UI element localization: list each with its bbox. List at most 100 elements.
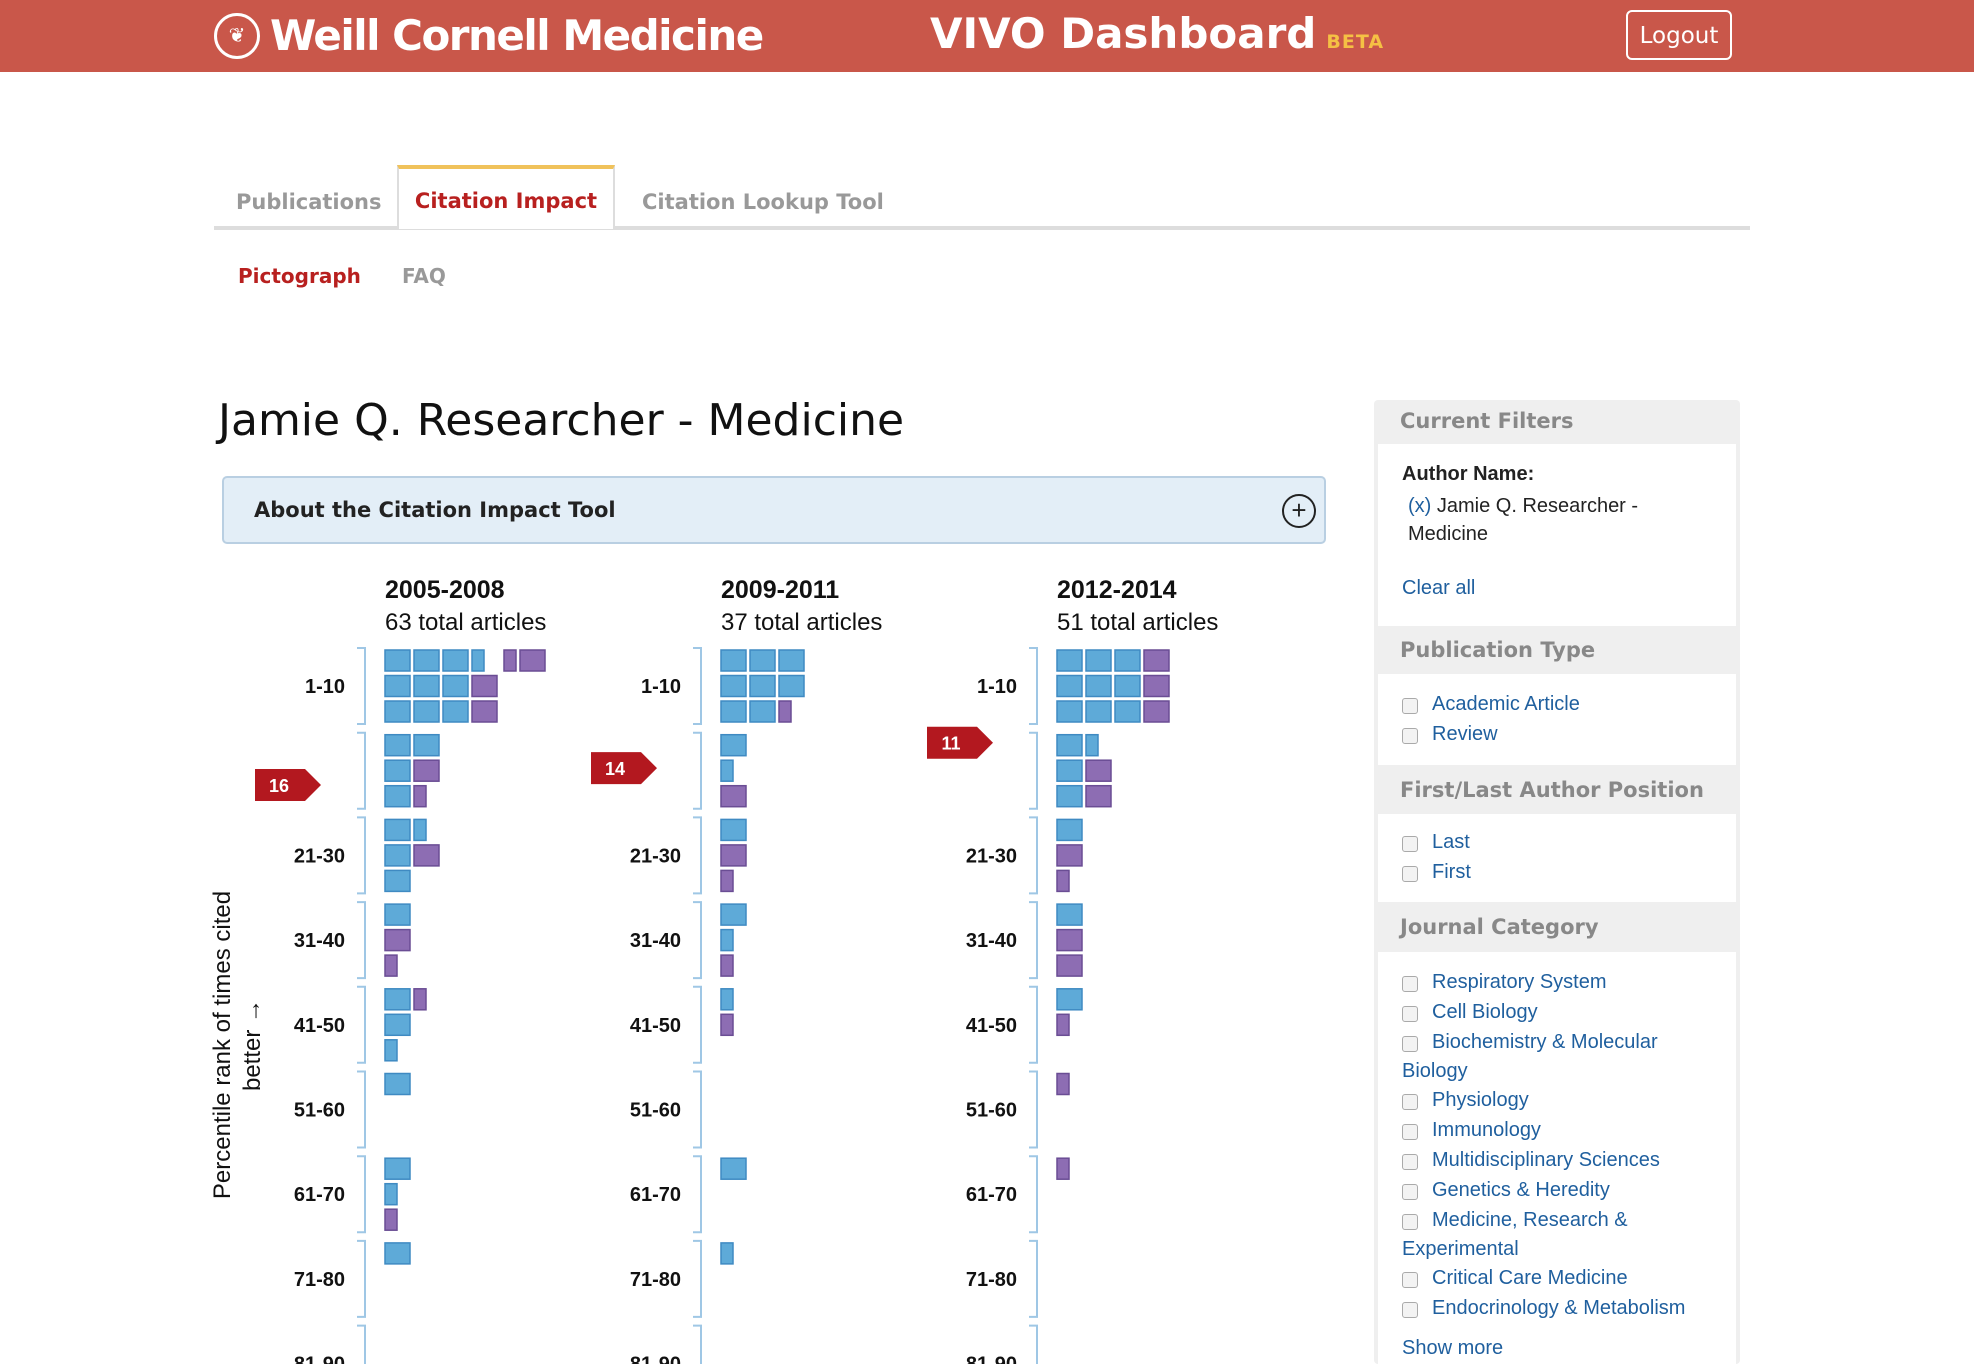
purple-partial-square: [384, 954, 398, 977]
bin-bracket: [1029, 1155, 1038, 1234]
percentile-marker: [927, 726, 993, 759]
checkbox-last[interactable]: [1402, 836, 1418, 852]
bin-bracket: [693, 816, 702, 895]
bin-bracket: [1029, 985, 1038, 1064]
blue-article-square: [1056, 784, 1083, 808]
bin-bracket: [357, 647, 366, 725]
option-journal-category[interactable]: Biochemistry & Molecular Biology: [1402, 1031, 1658, 1082]
show-more-link[interactable]: Show more: [1402, 1337, 1504, 1359]
checkbox-journal-category[interactable]: [1402, 1272, 1418, 1288]
purple-article-square: [1143, 649, 1170, 672]
purple-article-square: [1143, 700, 1170, 723]
bin-bracket: [357, 985, 366, 1064]
blue-partial-square: [384, 1039, 398, 1062]
tab-citation-impact[interactable]: Citation Impact: [397, 165, 615, 229]
bin-bracket: [693, 647, 702, 725]
blue-partial-square: [413, 818, 427, 842]
bin-label: 21-30: [630, 845, 681, 867]
bin-bracket: [357, 1155, 366, 1234]
blue-article-square: [720, 1157, 747, 1180]
option-journal-category[interactable]: Endocrinology & Metabolism: [1432, 1297, 1686, 1319]
checkbox-review[interactable]: [1402, 728, 1418, 744]
bin-label: 31-40: [294, 930, 345, 952]
option-journal-category[interactable]: Cell Biology: [1432, 1001, 1538, 1023]
bin-label: 41-50: [630, 1015, 681, 1037]
clear-all-link[interactable]: Clear all: [1402, 577, 1476, 599]
option-journal-category[interactable]: Genetics & Heredity: [1432, 1179, 1610, 1201]
percentile-marker: [591, 752, 657, 785]
checkbox-academic-article[interactable]: [1402, 698, 1418, 714]
bin-bracket: [357, 1070, 366, 1149]
blue-article-square: [384, 700, 411, 723]
option-journal-category[interactable]: Critical Care Medicine: [1432, 1267, 1628, 1289]
subnav-faq[interactable]: FAQ: [402, 264, 446, 288]
logo-text[interactable]: Weill Cornell Medicine: [270, 11, 764, 60]
journal-category-heading: Journal Category: [1400, 915, 1599, 939]
bin-label: 71-80: [294, 1269, 345, 1291]
purple-partial-square: [503, 649, 517, 672]
blue-article-square: [384, 1242, 411, 1265]
checkbox-journal-category[interactable]: [1402, 1094, 1418, 1110]
blue-article-square: [720, 818, 747, 842]
subnav-pictograph[interactable]: Pictograph: [238, 264, 361, 288]
checkbox-journal-category[interactable]: [1402, 1214, 1418, 1230]
bin-bracket: [357, 1239, 366, 1318]
bin-bracket: [357, 901, 366, 980]
blue-article-square: [749, 700, 776, 723]
chart-group-2005-2008: 2005-2008 63 total articles 1-10 21-30 31-40…: [255, 576, 546, 1364]
blue-article-square: [778, 674, 805, 698]
tab-citation-lookup-tool[interactable]: Citation Lookup Tool: [642, 190, 884, 214]
purple-article-square: [1085, 784, 1112, 808]
blue-article-square: [1114, 649, 1141, 672]
expand-plus-icon[interactable]: +: [1282, 494, 1316, 528]
page-title: Jamie Q. Researcher - Medicine: [218, 395, 905, 446]
bin-label: 81-90: [630, 1354, 681, 1364]
bin-label: 51-60: [966, 1100, 1017, 1122]
purple-article-square: [720, 784, 747, 808]
blue-article-square: [1056, 700, 1083, 723]
blue-partial-square: [384, 1182, 398, 1206]
option-journal-category[interactable]: Respiratory System: [1432, 971, 1607, 993]
option-review[interactable]: Review: [1432, 723, 1498, 745]
bin-label: 51-60: [294, 1100, 345, 1122]
checkbox-journal-category[interactable]: [1402, 1124, 1418, 1140]
option-academic-article[interactable]: Academic Article: [1432, 693, 1580, 715]
blue-article-square: [384, 733, 411, 757]
purple-partial-square: [1056, 1013, 1070, 1037]
checkbox-journal-category[interactable]: [1402, 976, 1418, 992]
blue-article-square: [1114, 700, 1141, 723]
remove-filter-button[interactable]: (x): [1408, 495, 1432, 517]
bin-label: 61-70: [294, 1184, 345, 1206]
bin-bracket: [1029, 1324, 1038, 1364]
blue-article-square: [384, 1013, 411, 1037]
blue-article-square: [1085, 674, 1112, 698]
option-last[interactable]: Last: [1432, 831, 1470, 853]
about-panel-header[interactable]: About the Citation Impact Tool +: [222, 476, 1326, 544]
bin-label: 31-40: [966, 930, 1017, 952]
checkbox-journal-category[interactable]: [1402, 1036, 1418, 1052]
purple-partial-square: [720, 1013, 734, 1037]
option-journal-category[interactable]: Physiology: [1432, 1089, 1529, 1111]
purple-article-square: [1143, 674, 1170, 698]
bin-bracket: [1029, 1239, 1038, 1318]
author-position-heading: First/Last Author Position: [1400, 778, 1704, 802]
top-header: ❦ Weill Cornell Medicine VIVO Dashboard B…: [0, 0, 1974, 72]
group-total-label: 63 total articles: [385, 609, 546, 636]
checkbox-first[interactable]: [1402, 866, 1418, 882]
option-journal-category[interactable]: Immunology: [1432, 1119, 1541, 1141]
blue-article-square: [384, 844, 411, 867]
tab-publications[interactable]: Publications: [236, 190, 382, 214]
percentile-marker: [255, 769, 321, 802]
option-journal-category[interactable]: Multidisciplinary Sciences: [1432, 1149, 1660, 1171]
option-journal-category[interactable]: Medicine, Research & Experimental: [1402, 1209, 1628, 1260]
bin-label: 51-60: [630, 1100, 681, 1122]
logout-button[interactable]: Logout: [1626, 10, 1732, 60]
checkbox-journal-category[interactable]: [1402, 1302, 1418, 1318]
purple-partial-square: [1056, 1072, 1070, 1096]
checkbox-journal-category[interactable]: [1402, 1184, 1418, 1200]
checkbox-journal-category[interactable]: [1402, 1154, 1418, 1170]
blue-article-square: [1056, 733, 1083, 757]
checkbox-journal-category[interactable]: [1402, 1006, 1418, 1022]
percentile-marker-value: 14: [605, 759, 625, 779]
option-first[interactable]: First: [1432, 861, 1471, 883]
